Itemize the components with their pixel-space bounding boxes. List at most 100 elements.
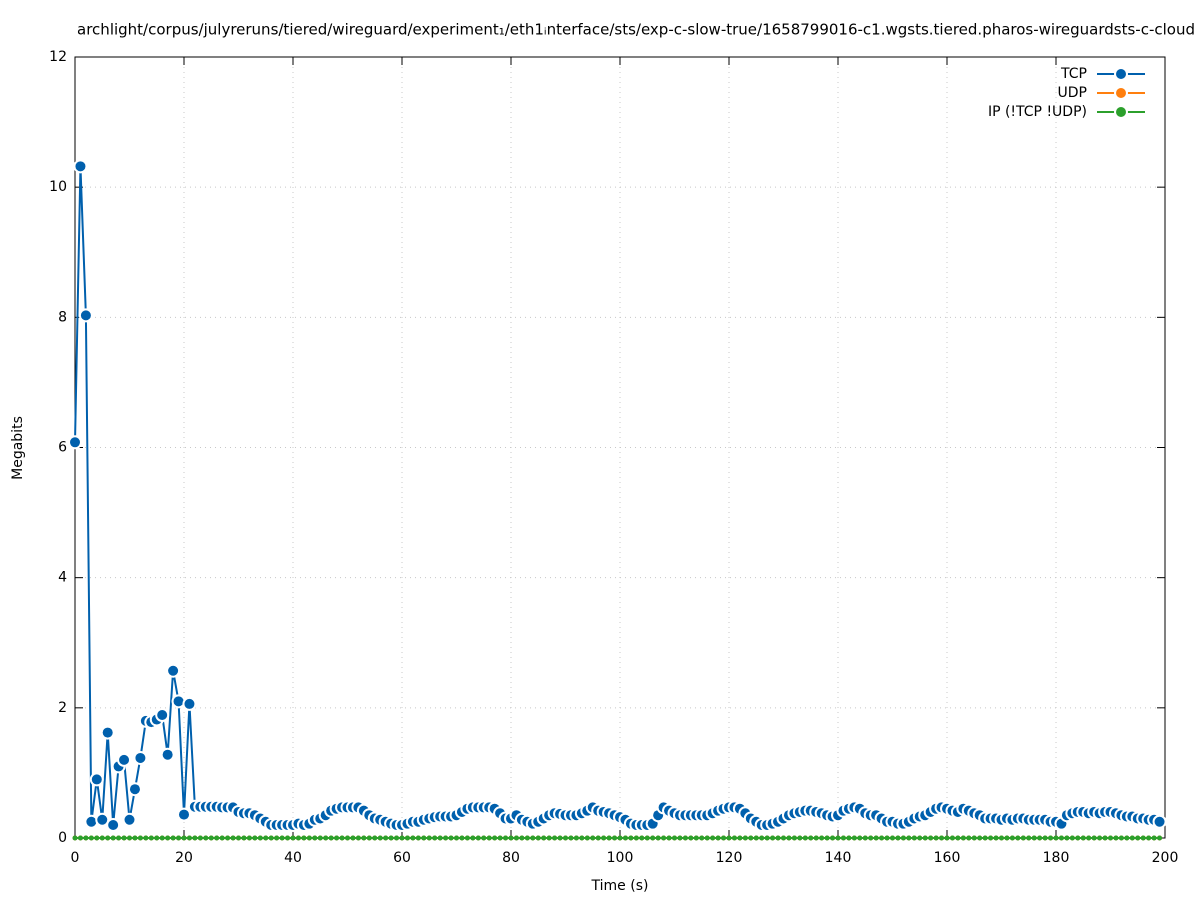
series [72,835,1163,841]
data-point [693,835,699,841]
data-point [159,835,165,841]
data-point [524,835,530,841]
data-point [584,835,590,841]
data-point [470,835,476,841]
data-point [361,835,367,841]
data-point [808,835,814,841]
data-point [639,835,645,841]
data-point [105,835,111,841]
data-point [301,835,307,841]
data-point [731,835,737,841]
x-tick-label: 40 [284,850,302,866]
legend-marker [1116,69,1126,79]
data-point [410,835,416,841]
data-point [214,835,220,841]
data-point [1026,835,1032,841]
data-point [557,835,563,841]
data-point [170,835,176,841]
data-point [285,835,291,841]
data-point [132,835,138,841]
data-point [612,835,618,841]
data-point [1048,835,1054,841]
data-point [497,835,503,841]
data-point [508,835,514,841]
data-point [601,835,607,841]
data-point [1015,835,1021,841]
y-tick-label: 4 [58,570,67,586]
data-point [165,835,171,841]
data-point [759,835,765,841]
data-point [699,835,705,841]
legend-label: UDP [1058,85,1087,101]
data-point [459,835,465,841]
data-point [519,835,525,841]
data-point [541,835,547,841]
data-point [999,835,1004,841]
data-point [225,835,231,841]
data-point [546,835,552,841]
data-point [835,835,841,841]
data-point [563,835,568,841]
data-point [184,698,195,709]
data-point [137,835,143,841]
legend-marker [1116,88,1126,98]
data-point [437,835,443,841]
data-point [173,696,184,707]
data-point [857,835,863,841]
data-point [819,835,825,841]
data-point [383,835,389,841]
data-point [791,835,797,841]
data-point [650,835,656,841]
data-point [1075,835,1081,841]
data-point [933,835,939,841]
data-point [677,835,683,841]
data-point [895,835,901,841]
data-point [568,835,574,841]
data-point [775,835,781,841]
data-point [710,835,716,841]
data-point [879,835,885,841]
y-tick-label: 6 [58,440,67,456]
data-point [595,835,601,841]
data-point [890,835,895,841]
data-point [454,835,459,841]
data-point [862,835,868,841]
data-point [851,835,857,841]
data-point [317,835,323,841]
data-point [655,835,661,841]
data-point [143,835,149,841]
data-point [295,835,301,841]
data-point [388,835,394,841]
data-point [481,835,487,841]
legend-label: TCP [1060,66,1087,82]
data-point [781,835,786,841]
data-point [279,835,285,841]
data-point [704,835,710,841]
data-point [246,835,252,841]
data-point [617,835,623,841]
data-point [181,835,187,841]
x-axis-label: Time (s) [591,878,649,894]
data-point [1069,835,1075,841]
data-point [274,835,280,841]
data-point [949,835,955,841]
data-point [124,814,135,825]
data-point [119,754,130,765]
data-point [993,835,999,841]
data-point [644,835,650,841]
data-point [922,835,928,841]
data-point [661,835,667,841]
chart-title: archlight/corpus/julyreruns/tiered/wireg… [77,21,1195,39]
data-point [97,814,108,825]
data-point [372,835,378,841]
data-point [345,835,350,841]
data-point [971,835,977,841]
data-point [176,835,182,841]
data-point [1102,835,1108,841]
data-point [906,835,912,841]
data-point [802,835,808,841]
data-point [1064,835,1070,841]
data-point [236,835,241,841]
x-tick-label: 120 [716,850,743,866]
data-point [83,835,89,841]
